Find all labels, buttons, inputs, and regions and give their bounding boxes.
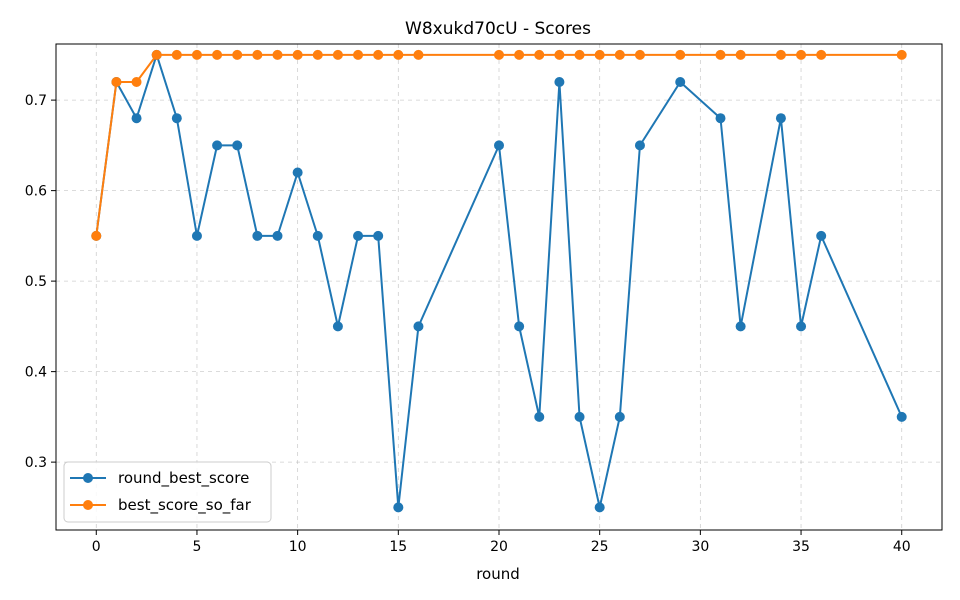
data-point xyxy=(715,113,726,124)
data-point xyxy=(675,77,686,88)
legend: round_best_score best_score_so_far xyxy=(63,461,272,523)
legend-label: best_score_so_far xyxy=(118,496,252,515)
y-tick-label: 0.4 xyxy=(25,365,47,381)
data-point xyxy=(272,49,283,60)
data-point xyxy=(574,49,585,60)
y-tick-label: 0.5 xyxy=(25,274,47,290)
data-point xyxy=(514,321,525,332)
data-point xyxy=(634,49,645,60)
data-point xyxy=(292,167,303,178)
y-tick-label: 0.3 xyxy=(25,455,47,471)
data-point xyxy=(91,230,102,241)
data-point xyxy=(252,230,263,241)
data-point xyxy=(534,411,545,422)
chart-title: W8xukd70cU - Scores xyxy=(405,19,591,39)
data-point xyxy=(332,321,343,332)
data-point xyxy=(353,230,364,241)
legend-marker xyxy=(83,473,93,483)
data-point xyxy=(594,49,605,60)
data-point xyxy=(413,321,424,332)
data-point xyxy=(373,49,384,60)
data-point xyxy=(715,49,726,60)
data-point xyxy=(594,502,605,513)
grid-layer xyxy=(56,44,942,530)
legend-marker xyxy=(83,500,93,510)
series-round-best-score xyxy=(91,49,907,513)
data-point xyxy=(775,49,786,60)
data-point xyxy=(896,49,907,60)
data-point xyxy=(554,49,565,60)
data-point xyxy=(634,140,645,151)
data-point xyxy=(151,49,162,60)
legend-label: round_best_score xyxy=(118,469,249,488)
data-point xyxy=(574,411,585,422)
data-point xyxy=(353,49,364,60)
data-point xyxy=(494,140,504,151)
data-point xyxy=(735,321,746,332)
data-point xyxy=(393,49,404,60)
data-point xyxy=(494,49,504,60)
data-point xyxy=(373,230,384,241)
x-tick-label: 35 xyxy=(792,539,810,555)
data-point xyxy=(191,230,202,241)
data-point xyxy=(111,77,122,88)
y-tick-label: 0.6 xyxy=(25,184,47,200)
data-point xyxy=(131,77,142,88)
x-tick-label: 0 xyxy=(92,539,101,555)
x-tick-label: 15 xyxy=(389,539,407,555)
series-layer xyxy=(91,49,907,513)
data-point xyxy=(796,321,807,332)
x-tick-label: 10 xyxy=(289,539,307,555)
data-point xyxy=(614,411,625,422)
data-point xyxy=(212,140,223,151)
data-point xyxy=(232,140,243,151)
data-point xyxy=(332,49,343,60)
data-point xyxy=(171,113,182,124)
legend-box xyxy=(63,461,272,523)
data-point xyxy=(312,230,323,241)
y-tick-label: 0.7 xyxy=(25,93,47,109)
x-tick-label: 25 xyxy=(591,539,609,555)
data-point xyxy=(614,49,625,60)
data-point xyxy=(393,502,404,513)
data-point xyxy=(131,113,142,124)
data-point xyxy=(816,230,827,241)
x-tick-label: 20 xyxy=(490,539,508,555)
data-point xyxy=(896,411,907,422)
x-axis-label: round xyxy=(476,565,520,583)
data-point xyxy=(252,49,263,60)
data-point xyxy=(796,49,807,60)
data-point xyxy=(272,230,283,241)
series-best-score-so-far xyxy=(91,49,907,241)
x-tick-label: 40 xyxy=(893,539,911,555)
data-point xyxy=(554,77,565,88)
data-point xyxy=(675,49,686,60)
data-point xyxy=(735,49,746,60)
data-point xyxy=(312,49,323,60)
data-point xyxy=(171,49,182,60)
series-line xyxy=(95,53,903,509)
data-point xyxy=(232,49,243,60)
data-point xyxy=(191,49,202,60)
x-tick-label: 5 xyxy=(192,539,201,555)
data-point xyxy=(292,49,303,60)
data-point xyxy=(816,49,827,60)
data-point xyxy=(534,49,545,60)
data-point xyxy=(413,49,424,60)
x-tick-label: 30 xyxy=(691,539,709,555)
tick-layer: 0 5 10 15 20 25 30 35 40 0.3 0.4 0.5 0.6 0.7 xyxy=(25,93,911,555)
data-point xyxy=(775,113,786,124)
data-point xyxy=(212,49,223,60)
data-point xyxy=(514,49,525,60)
